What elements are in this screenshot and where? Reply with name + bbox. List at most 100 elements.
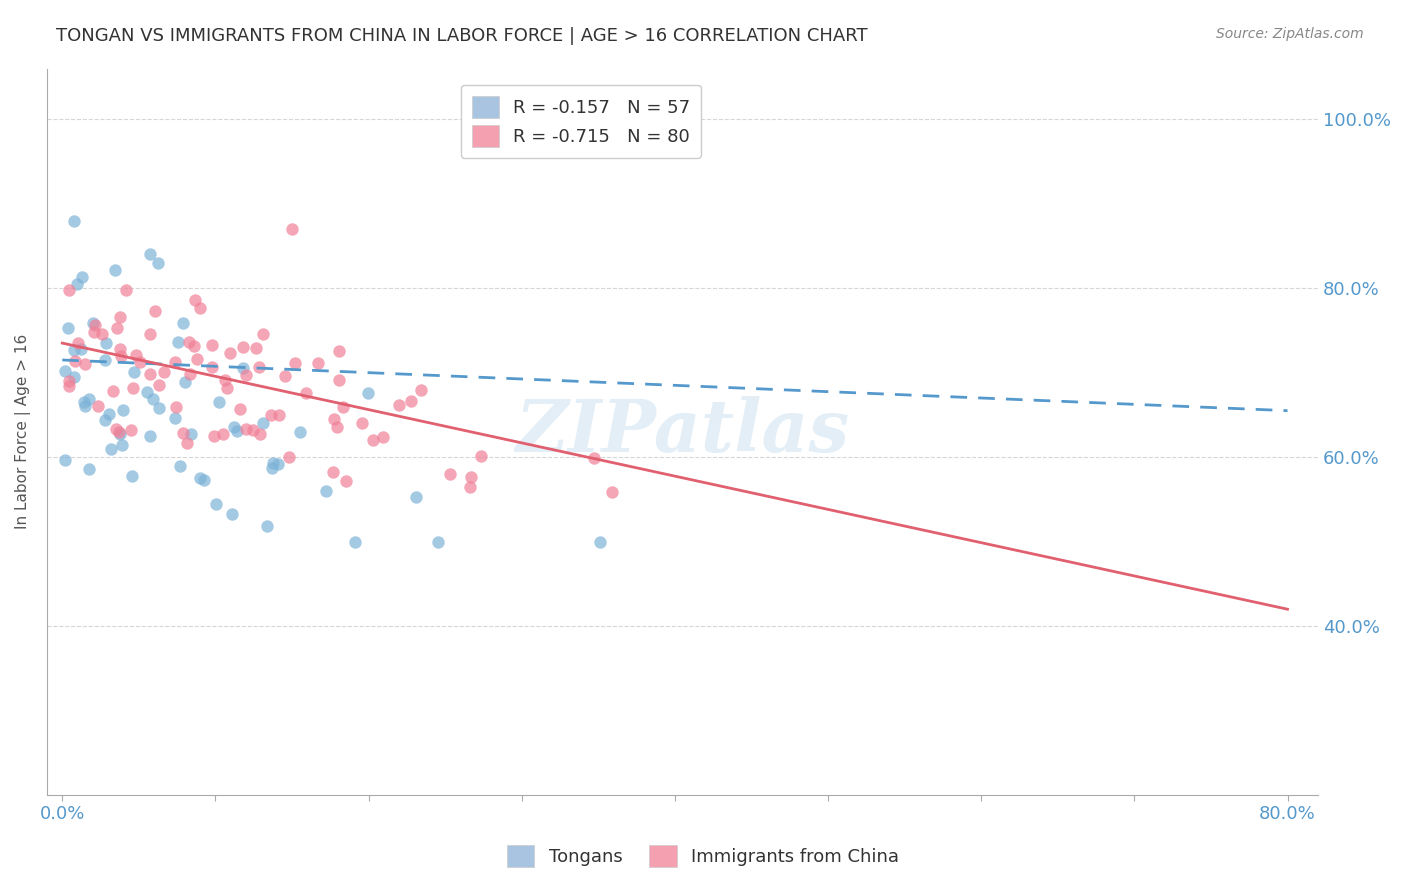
Point xyxy=(274,368,297,383)
Point xyxy=(357,386,380,401)
Point xyxy=(307,356,329,370)
Point xyxy=(193,473,215,487)
Point xyxy=(328,373,350,387)
Point xyxy=(221,508,243,522)
Point xyxy=(146,256,169,270)
Point xyxy=(98,407,121,421)
Text: Source: ZipAtlas.com: Source: ZipAtlas.com xyxy=(1216,27,1364,41)
Point xyxy=(153,365,176,379)
Point xyxy=(332,401,354,415)
Point xyxy=(135,385,157,400)
Point xyxy=(83,318,105,333)
Point xyxy=(211,426,233,441)
Point xyxy=(79,462,101,476)
Point xyxy=(58,375,80,389)
Point xyxy=(226,424,249,438)
Point xyxy=(104,263,127,277)
Point xyxy=(328,343,350,358)
Point xyxy=(290,425,312,440)
Point xyxy=(232,340,254,354)
Point xyxy=(87,399,110,413)
Point xyxy=(163,410,186,425)
Legend: R = -0.157   N = 57, R = -0.715   N = 80: R = -0.157 N = 57, R = -0.715 N = 80 xyxy=(461,85,702,158)
Point xyxy=(218,346,240,360)
Point xyxy=(284,356,307,370)
Y-axis label: In Labor Force | Age > 16: In Labor Force | Age > 16 xyxy=(15,334,31,530)
Point xyxy=(295,385,318,400)
Point xyxy=(101,384,124,399)
Point xyxy=(232,360,254,375)
Point xyxy=(53,453,76,467)
Point xyxy=(252,416,274,430)
Point xyxy=(217,381,239,395)
Point xyxy=(94,335,117,350)
Point xyxy=(108,342,131,356)
Point xyxy=(129,354,152,368)
Point xyxy=(188,301,211,315)
Point xyxy=(121,468,143,483)
Point xyxy=(201,360,224,375)
Point xyxy=(277,450,299,464)
Point xyxy=(62,370,84,384)
Point xyxy=(139,367,162,381)
Point xyxy=(114,283,136,297)
Point xyxy=(458,480,481,494)
Point xyxy=(73,395,96,409)
Point xyxy=(122,365,145,379)
Point xyxy=(75,357,97,371)
Point xyxy=(179,368,201,382)
Point xyxy=(165,401,187,415)
Point xyxy=(260,408,283,422)
Point xyxy=(242,423,264,437)
Point xyxy=(58,379,80,393)
Point xyxy=(121,381,143,395)
Point xyxy=(387,399,409,413)
Point xyxy=(245,341,267,355)
Point xyxy=(470,449,492,463)
Point xyxy=(177,334,200,349)
Point xyxy=(139,326,162,341)
Point xyxy=(83,325,105,339)
Text: TONGAN VS IMMIGRANTS FROM CHINA IN LABOR FORCE | AGE > 16 CORRELATION CHART: TONGAN VS IMMIGRANTS FROM CHINA IN LABOR… xyxy=(56,27,868,45)
Point xyxy=(148,401,170,415)
Point xyxy=(322,412,344,426)
Point xyxy=(142,392,165,407)
Point xyxy=(183,339,205,353)
Point xyxy=(94,413,117,427)
Point xyxy=(322,465,344,479)
Point xyxy=(188,470,211,484)
Point xyxy=(600,485,623,500)
Point xyxy=(172,425,194,440)
Point xyxy=(201,337,224,351)
Point xyxy=(148,378,170,392)
Point xyxy=(90,327,112,342)
Point xyxy=(256,519,278,533)
Point xyxy=(63,214,86,228)
Point xyxy=(267,408,290,422)
Point xyxy=(167,334,190,349)
Point xyxy=(281,222,304,236)
Point xyxy=(82,316,104,330)
Point xyxy=(460,470,482,484)
Point xyxy=(373,430,395,444)
Point xyxy=(252,327,274,342)
Point xyxy=(176,436,198,450)
Point xyxy=(409,384,432,398)
Point xyxy=(344,534,367,549)
Point xyxy=(105,321,128,335)
Point xyxy=(267,457,290,471)
Point xyxy=(172,317,194,331)
Point xyxy=(73,399,96,413)
Point xyxy=(105,422,128,436)
Point xyxy=(262,456,284,470)
Point xyxy=(120,424,142,438)
Point xyxy=(401,394,423,409)
Point xyxy=(235,422,257,436)
Point xyxy=(108,426,131,441)
Point xyxy=(169,458,191,473)
Point xyxy=(214,373,236,387)
Point xyxy=(405,490,427,504)
Point xyxy=(63,354,86,368)
Point xyxy=(58,283,80,297)
Point xyxy=(53,364,76,378)
